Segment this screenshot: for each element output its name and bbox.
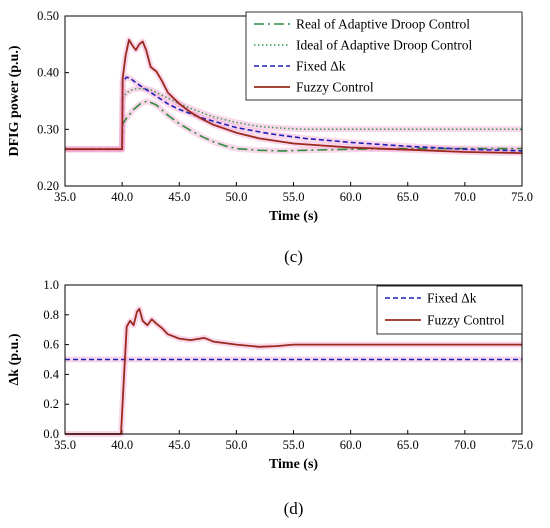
x-tick-label: 55.0	[283, 438, 305, 452]
chart-d-legend: Fixed Δk Fuzzy Control	[376, 285, 523, 335]
chart-c-legend: Real of Adaptive Droop Control Ideal of A…	[245, 11, 523, 101]
x-tick-label: 75.0	[511, 438, 533, 452]
plot-frame	[64, 284, 523, 435]
y-tick-label: 0.40	[37, 66, 59, 80]
x-tick-label: 75.0	[511, 190, 533, 204]
y-tick-label: 0.2	[43, 397, 59, 411]
x-tick-label: 50.0	[225, 190, 247, 204]
chart-c-ylabel: DFIG power (p.u.)	[7, 45, 22, 156]
x-tick-label: 55.0	[283, 190, 305, 204]
x-tick-label: 50.0	[225, 438, 247, 452]
x-tick-label: 70.0	[454, 190, 476, 204]
chart-c-xlabel: Time (s)	[269, 209, 318, 224]
y-tick-label: 0.6	[43, 338, 59, 352]
legend-box	[245, 11, 523, 101]
chart-d-xlabel: Time (s)	[269, 457, 318, 472]
x-tick-label: 45.0	[168, 190, 190, 204]
x-tick-label: 35.0	[54, 190, 76, 204]
legend-entry: Fuzzy Control	[296, 80, 374, 95]
x-tick-label: 35.0	[54, 438, 76, 452]
x-tick-label: 45.0	[168, 438, 190, 452]
chart-c-panel-label: (c)	[284, 247, 303, 266]
legend-entry: Fixed Δk	[296, 59, 346, 74]
x-tick-label: 70.0	[454, 438, 476, 452]
y-tick-label: 1.0	[43, 278, 59, 292]
x-tick-label: 60.0	[340, 190, 362, 204]
chart-d: 35.0 40.0 45.0 50.0 55.0 60.0 65.0 70.0 75.0 0.0 0…	[7, 278, 533, 518]
x-tick-label: 65.0	[397, 438, 419, 452]
chart-c: 35.0 40.0 45.0 50.0 55.0 60.0 65.0 70.0 75.0 0.20…	[7, 9, 533, 266]
y-tick-label: 0.50	[37, 9, 59, 23]
series-line-solid	[65, 307, 522, 435]
series-line-dashed	[65, 76, 523, 152]
chart-d-panel-label: (d)	[284, 499, 304, 518]
x-tick-label: 65.0	[397, 190, 419, 204]
y-tick-label: 0.0	[43, 427, 59, 441]
series-line-solid	[65, 38, 523, 154]
chart-d-ylabel: Δk (p.u.)	[7, 333, 22, 385]
y-tick-label: 0.8	[43, 308, 59, 322]
legend-entry: Fixed Δk	[427, 291, 477, 306]
series-line-dash-dot	[65, 100, 522, 152]
x-tick-label: 60.0	[340, 438, 362, 452]
series-glow	[65, 85, 522, 153]
x-tick-label: 40.0	[111, 438, 133, 452]
legend-box	[376, 285, 523, 335]
legend-entry: Ideal of Adaptive Droop Control	[296, 38, 472, 53]
legend-entry: Real of Adaptive Droop Control	[296, 17, 470, 32]
legend-entry: Fuzzy Control	[427, 313, 505, 328]
y-tick-label: 0.4	[43, 367, 59, 381]
y-tick-label: 0.30	[37, 122, 59, 136]
y-tick-label: 0.20	[37, 179, 59, 193]
x-tick-label: 40.0	[111, 190, 133, 204]
